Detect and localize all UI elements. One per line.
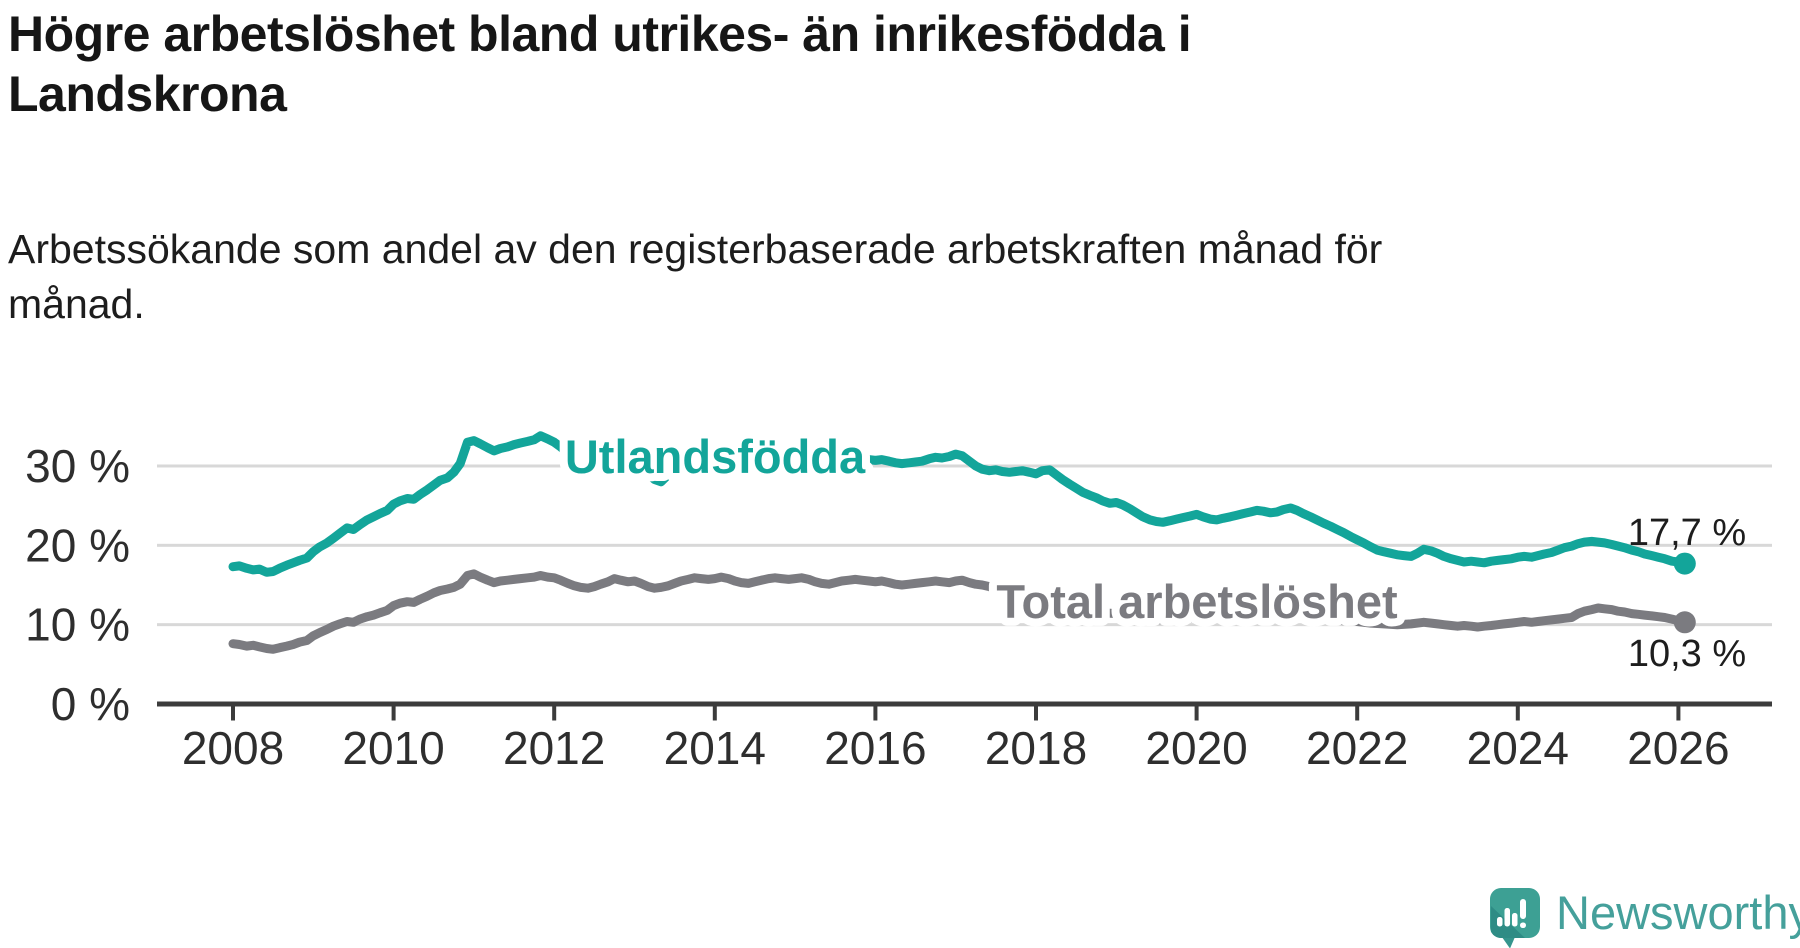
- x-tick-2016: [873, 706, 878, 721]
- x-tick-2012: [552, 706, 557, 721]
- logo-wordmark: Newsworthy: [1556, 886, 1800, 939]
- title-line-2: Landskrona: [8, 66, 287, 122]
- page-title: Högre arbetslöshet bland utrikes- än inr…: [8, 4, 1192, 124]
- x-tick-2022: [1355, 706, 1360, 721]
- x-tick-label-2024: 2024: [1467, 722, 1569, 774]
- y-tick-label-20: 20 %: [25, 519, 130, 571]
- series-label-utlandsfodda: Utlandsfödda: [565, 430, 866, 483]
- x-tick-label-2020: 2020: [1145, 722, 1247, 774]
- series-line-total-arbetsloshet: [228, 569, 1690, 654]
- x-tick-label-2012: 2012: [503, 722, 605, 774]
- bar-chart-speech-bubble-icon: [1497, 899, 1526, 928]
- newsworthy-logo: Newsworthy: [1490, 886, 1800, 948]
- x-tick-label-2014: 2014: [664, 722, 766, 774]
- x-tick-2008: [231, 706, 235, 721]
- gridline-20: [157, 543, 1772, 547]
- x-tick-2010: [391, 706, 396, 721]
- series-end-dots: [1673, 552, 1696, 634]
- x-tick-label-2010: 2010: [342, 722, 444, 774]
- subtitle-line-1: Arbetssökande som andel av den registerb…: [8, 226, 1383, 272]
- x-tick-label-2026: 2026: [1627, 722, 1729, 774]
- y-tick-label-0: 0 %: [51, 678, 130, 730]
- gridlines: [157, 464, 1772, 627]
- x-tick-2014: [712, 706, 717, 721]
- x-tick-label-2022: 2022: [1306, 722, 1408, 774]
- x-tick-label-2016: 2016: [824, 722, 926, 774]
- x-tick-2026: [1676, 706, 1681, 721]
- series-end-dot-utlandsfodda: [1673, 552, 1696, 575]
- series-line-utlandsfodda: [228, 431, 1690, 577]
- x-tick-label-2018: 2018: [985, 722, 1087, 774]
- y-tick-label-30: 30 %: [25, 440, 130, 492]
- end-value-label-total-arbetsloshet: 10,3 %: [1628, 633, 1746, 675]
- x-tick-2020: [1194, 706, 1199, 721]
- series-label-total-arbetsloshet: Total arbetslöshet: [996, 575, 1398, 628]
- gridline-10: [157, 623, 1772, 627]
- x-tick-2018: [1034, 706, 1038, 721]
- gridline-30: [157, 464, 1772, 468]
- title-line-1: Högre arbetslöshet bland utrikes- än inr…: [8, 6, 1192, 62]
- end-value-label-utlandsfodda: 17,7 %: [1628, 512, 1746, 554]
- y-tick-label-10: 10 %: [25, 599, 130, 651]
- x-axis-line: [157, 701, 1772, 707]
- chart-subtitle: Arbetssökande som andel av den registerb…: [8, 222, 1382, 332]
- series-end-dot-total: [1673, 611, 1696, 634]
- x-tick-label-2008: 2008: [182, 722, 284, 774]
- axes: 30 % 20 % 10 % 0 % 2008 2010 2012 2014 2016 2018 2…: [25, 440, 1772, 774]
- subtitle-line-2: månad.: [8, 281, 145, 327]
- x-tick-2024: [1515, 706, 1520, 721]
